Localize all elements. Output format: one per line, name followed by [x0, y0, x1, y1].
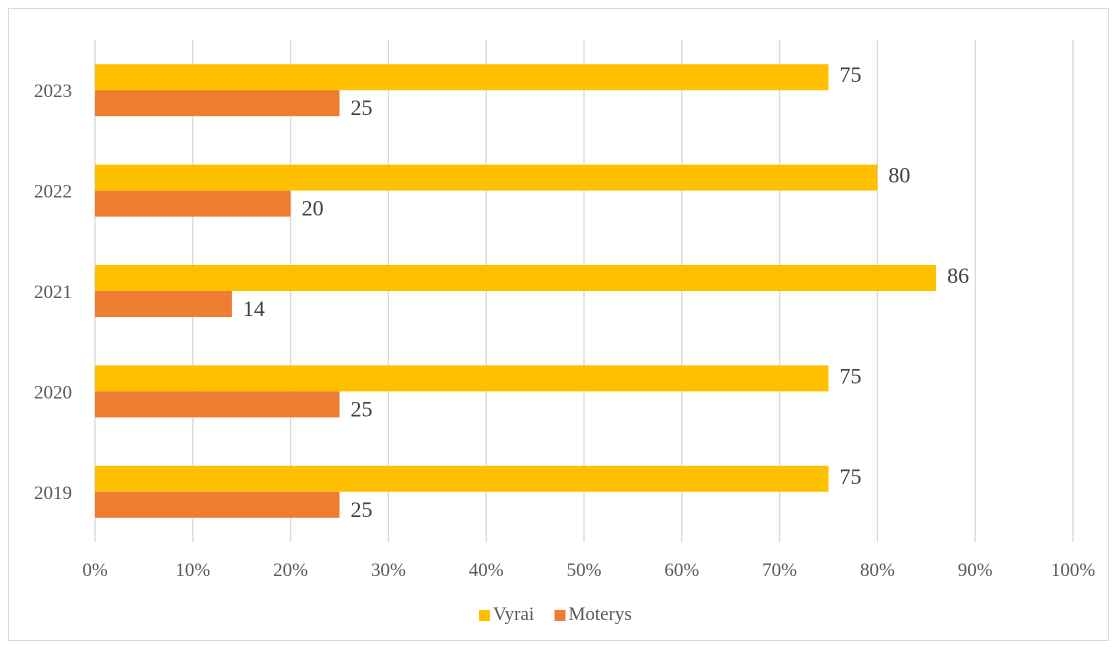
x-tick-label: 50%	[567, 560, 602, 581]
bar-moterys-2023	[95, 90, 340, 117]
x-tick-label: 100%	[1051, 560, 1096, 581]
legend-swatch-moterys	[554, 610, 566, 621]
data-label-vyrai-2023: 75	[840, 62, 862, 87]
bars	[95, 64, 937, 518]
data-labels: 75 25 75 25 86 14 80 20 75 25	[243, 62, 969, 522]
bar-moterys-2020	[95, 391, 340, 418]
x-tick-label: 60%	[664, 560, 699, 581]
bar-vyrai-2021	[95, 265, 937, 291]
category-label-2020: 2020	[34, 382, 72, 403]
x-tick-label: 90%	[958, 560, 993, 581]
category-label-2019: 2019	[34, 483, 72, 504]
x-tick-label: 30%	[371, 560, 406, 581]
bar-vyrai-2020	[95, 365, 829, 392]
legend-label-moterys: Moterys	[569, 604, 632, 625]
x-axis-ticks: 0% 10% 20% 30% 40% 50% 60% 70% 80% 90% 100%	[82, 560, 1095, 581]
x-tick-label: 0%	[82, 560, 108, 581]
bar-vyrai-2023	[95, 64, 829, 91]
legend: Vyrai Moterys	[479, 604, 632, 625]
bar-moterys-2019	[95, 491, 340, 518]
x-tick-label: 80%	[860, 560, 895, 581]
data-label-vyrai-2022: 80	[888, 163, 910, 188]
data-label-moterys-2020: 25	[351, 396, 373, 421]
bar-moterys-2022	[95, 190, 291, 217]
x-tick-label: 40%	[469, 560, 504, 581]
data-label-vyrai-2019: 75	[840, 464, 862, 489]
data-label-vyrai-2021: 86	[947, 263, 969, 288]
x-tick-label: 20%	[273, 560, 308, 581]
data-label-moterys-2019: 25	[351, 497, 373, 522]
data-label-moterys-2023: 25	[351, 95, 373, 120]
category-labels: 2019 2020 2021 2022 2023	[34, 81, 72, 504]
category-label-2022: 2022	[34, 182, 72, 203]
bar-vyrai-2019	[95, 465, 829, 492]
category-label-2021: 2021	[34, 282, 72, 303]
data-label-moterys-2022: 20	[302, 196, 324, 221]
bar-vyrai-2022	[95, 164, 878, 191]
bar-moterys-2021	[95, 291, 232, 317]
legend-label-vyrai: Vyrai	[493, 604, 534, 625]
category-label-2023: 2023	[34, 81, 72, 102]
x-tick-label: 70%	[762, 560, 797, 581]
data-label-vyrai-2020: 75	[840, 363, 862, 388]
x-tick-label: 10%	[175, 560, 210, 581]
legend-swatch-vyrai	[479, 610, 490, 621]
data-label-moterys-2021: 14	[243, 296, 265, 321]
